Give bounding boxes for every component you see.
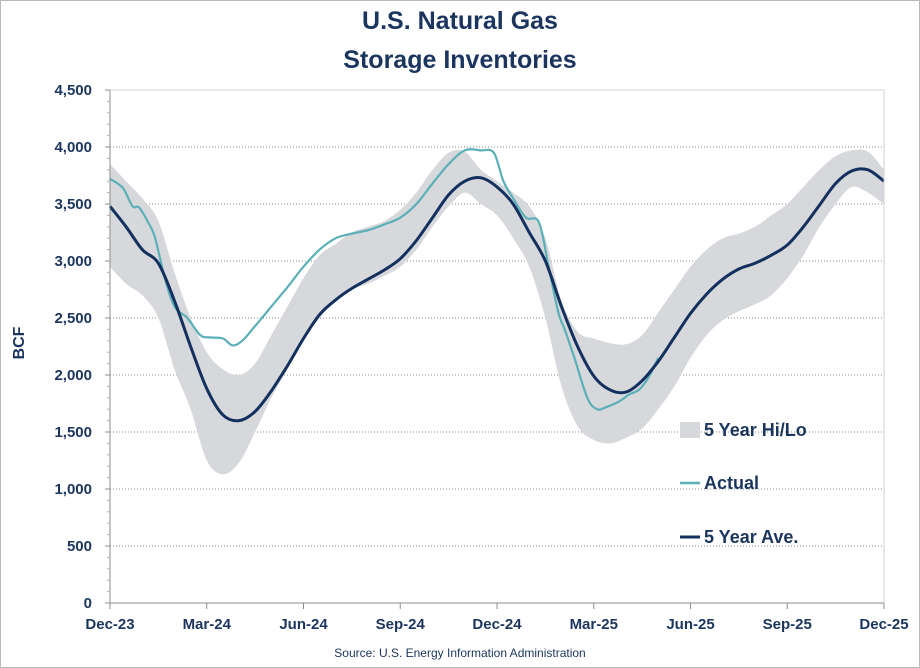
y-tick-label: 2,000 [54, 367, 92, 384]
x-tick-label: Dec-25 [859, 616, 908, 633]
y-tick-label: 0 [84, 595, 92, 612]
legend-label-actual: Actual [704, 473, 759, 493]
band-5yr-hilo [110, 149, 884, 475]
y-tick-label: 4,000 [54, 139, 92, 156]
x-tick-label: Sep-24 [376, 616, 426, 633]
chart-title: U.S. Natural Gas [362, 7, 558, 35]
x-tick-label: Jun-25 [666, 616, 714, 633]
y-tick-label: 4,500 [54, 82, 92, 99]
x-tick-label: Dec-23 [85, 616, 134, 633]
y-tick-label: 500 [67, 538, 92, 555]
series-actual-line [109, 148, 660, 411]
y-tick-label: 3,500 [54, 196, 92, 213]
x-tick-label: Mar-24 [183, 616, 232, 633]
series-5yr-ave-line [108, 167, 885, 423]
x-tick-label: Mar-25 [570, 616, 618, 633]
y-tick-label: 1,500 [54, 424, 92, 441]
legend-label-5yr-hilo: 5 Year Hi/Lo [704, 420, 807, 440]
y-tick-label: 1,000 [54, 481, 92, 498]
x-axis-ticks: Dec-23 Mar-24 Jun-24 Sep-24 Dec-24 Mar-25 Jun-… [85, 603, 909, 633]
x-tick-label: Dec-24 [472, 616, 522, 633]
legend-label-5yr-ave: 5 Year Ave. [704, 527, 798, 547]
y-tick-label: 3,000 [54, 253, 92, 270]
source-note: Source: U.S. Energy Information Administ… [334, 646, 586, 660]
y-axis-label: BCF [11, 326, 28, 359]
x-tick-label: Jun-24 [279, 616, 328, 633]
legend-swatch-5yr-hilo [680, 422, 700, 438]
y-tick-label: 2,500 [54, 310, 92, 327]
legend: 5 Year Hi/Lo Actual 5 Year Ave. [680, 420, 807, 547]
y-axis-ticks: 0 500 1,000 1,500 2,000 2,500 3,000 3,500 4,000 4… [54, 82, 110, 612]
chart-subtitle: Storage Inventories [343, 46, 577, 74]
x-tick-label: Sep-25 [763, 616, 812, 633]
